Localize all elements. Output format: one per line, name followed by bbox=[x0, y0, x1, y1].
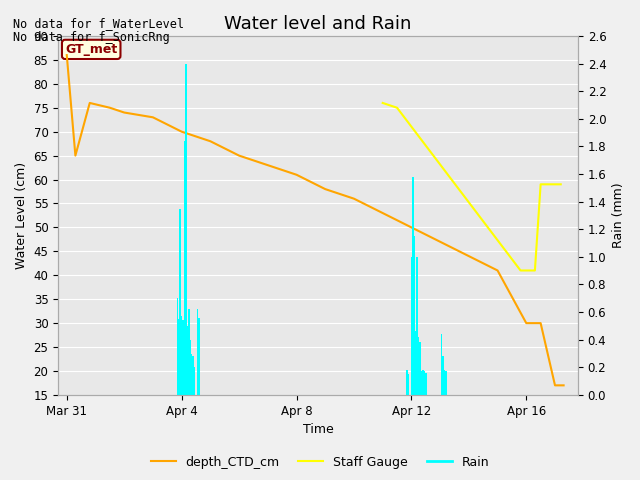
Bar bbox=[185, 63, 187, 395]
Bar bbox=[184, 141, 186, 395]
Bar bbox=[422, 370, 424, 395]
Title: Water level and Rain: Water level and Rain bbox=[225, 15, 412, 33]
Bar bbox=[441, 334, 442, 395]
Text: GT_met: GT_met bbox=[65, 43, 117, 56]
Bar bbox=[189, 340, 191, 395]
Bar bbox=[188, 309, 189, 395]
Bar bbox=[412, 177, 413, 395]
Bar bbox=[424, 372, 425, 395]
Bar bbox=[413, 236, 415, 395]
X-axis label: Time: Time bbox=[303, 423, 333, 436]
Bar bbox=[415, 331, 417, 395]
Bar bbox=[182, 320, 184, 395]
Bar bbox=[406, 370, 408, 395]
Bar bbox=[181, 316, 182, 395]
Bar bbox=[425, 373, 426, 395]
Bar bbox=[418, 337, 419, 395]
Bar bbox=[194, 367, 195, 395]
Bar bbox=[191, 353, 193, 395]
Bar bbox=[444, 370, 445, 395]
Legend: depth_CTD_cm, Staff Gauge, Rain: depth_CTD_cm, Staff Gauge, Rain bbox=[145, 451, 495, 474]
Bar bbox=[445, 372, 447, 395]
Bar bbox=[408, 374, 410, 395]
Bar bbox=[411, 257, 412, 395]
Bar bbox=[198, 318, 200, 395]
Text: No data for f_WaterLevel: No data for f_WaterLevel bbox=[13, 17, 184, 30]
Bar bbox=[193, 356, 194, 395]
Bar bbox=[419, 342, 421, 395]
Text: No data for f_SonicRng: No data for f_SonicRng bbox=[13, 31, 170, 44]
Bar bbox=[420, 372, 422, 395]
Y-axis label: Water Level (cm): Water Level (cm) bbox=[15, 162, 28, 269]
Bar bbox=[417, 257, 418, 395]
Bar bbox=[177, 298, 178, 395]
Bar bbox=[178, 319, 180, 395]
Bar bbox=[442, 356, 444, 395]
Y-axis label: Rain (mm): Rain (mm) bbox=[612, 182, 625, 248]
Bar bbox=[187, 326, 188, 395]
Bar bbox=[179, 208, 181, 395]
Bar bbox=[196, 309, 198, 395]
